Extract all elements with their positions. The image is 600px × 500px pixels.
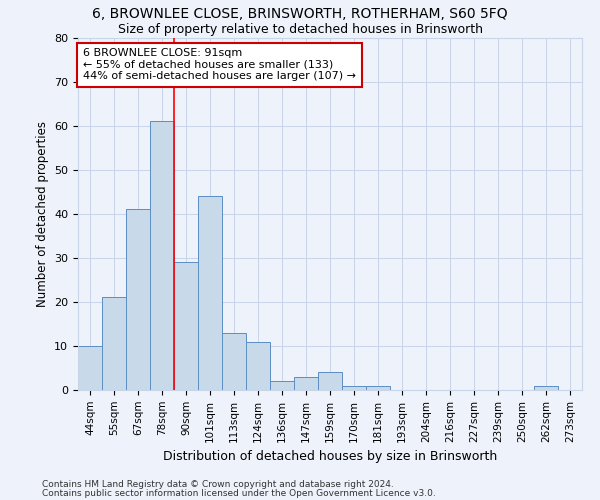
Text: Size of property relative to detached houses in Brinsworth: Size of property relative to detached ho… [118, 22, 482, 36]
Bar [318, 372, 342, 390]
Text: Contains HM Land Registry data © Crown copyright and database right 2024.: Contains HM Land Registry data © Crown c… [42, 480, 394, 489]
Bar [78, 346, 102, 390]
Bar [126, 210, 150, 390]
Bar [294, 377, 318, 390]
Bar [366, 386, 390, 390]
Text: 6 BROWNLEE CLOSE: 91sqm
← 55% of detached houses are smaller (133)
44% of semi-d: 6 BROWNLEE CLOSE: 91sqm ← 55% of detache… [83, 48, 356, 82]
Bar [342, 386, 366, 390]
Y-axis label: Number of detached properties: Number of detached properties [35, 120, 49, 306]
Bar [222, 332, 246, 390]
Bar [270, 381, 294, 390]
Bar [102, 298, 126, 390]
X-axis label: Distribution of detached houses by size in Brinsworth: Distribution of detached houses by size … [163, 450, 497, 463]
Bar [150, 121, 174, 390]
Bar [174, 262, 198, 390]
Bar [246, 342, 270, 390]
Text: Contains public sector information licensed under the Open Government Licence v3: Contains public sector information licen… [42, 488, 436, 498]
Bar [198, 196, 222, 390]
Bar [534, 386, 558, 390]
Text: 6, BROWNLEE CLOSE, BRINSWORTH, ROTHERHAM, S60 5FQ: 6, BROWNLEE CLOSE, BRINSWORTH, ROTHERHAM… [92, 8, 508, 22]
